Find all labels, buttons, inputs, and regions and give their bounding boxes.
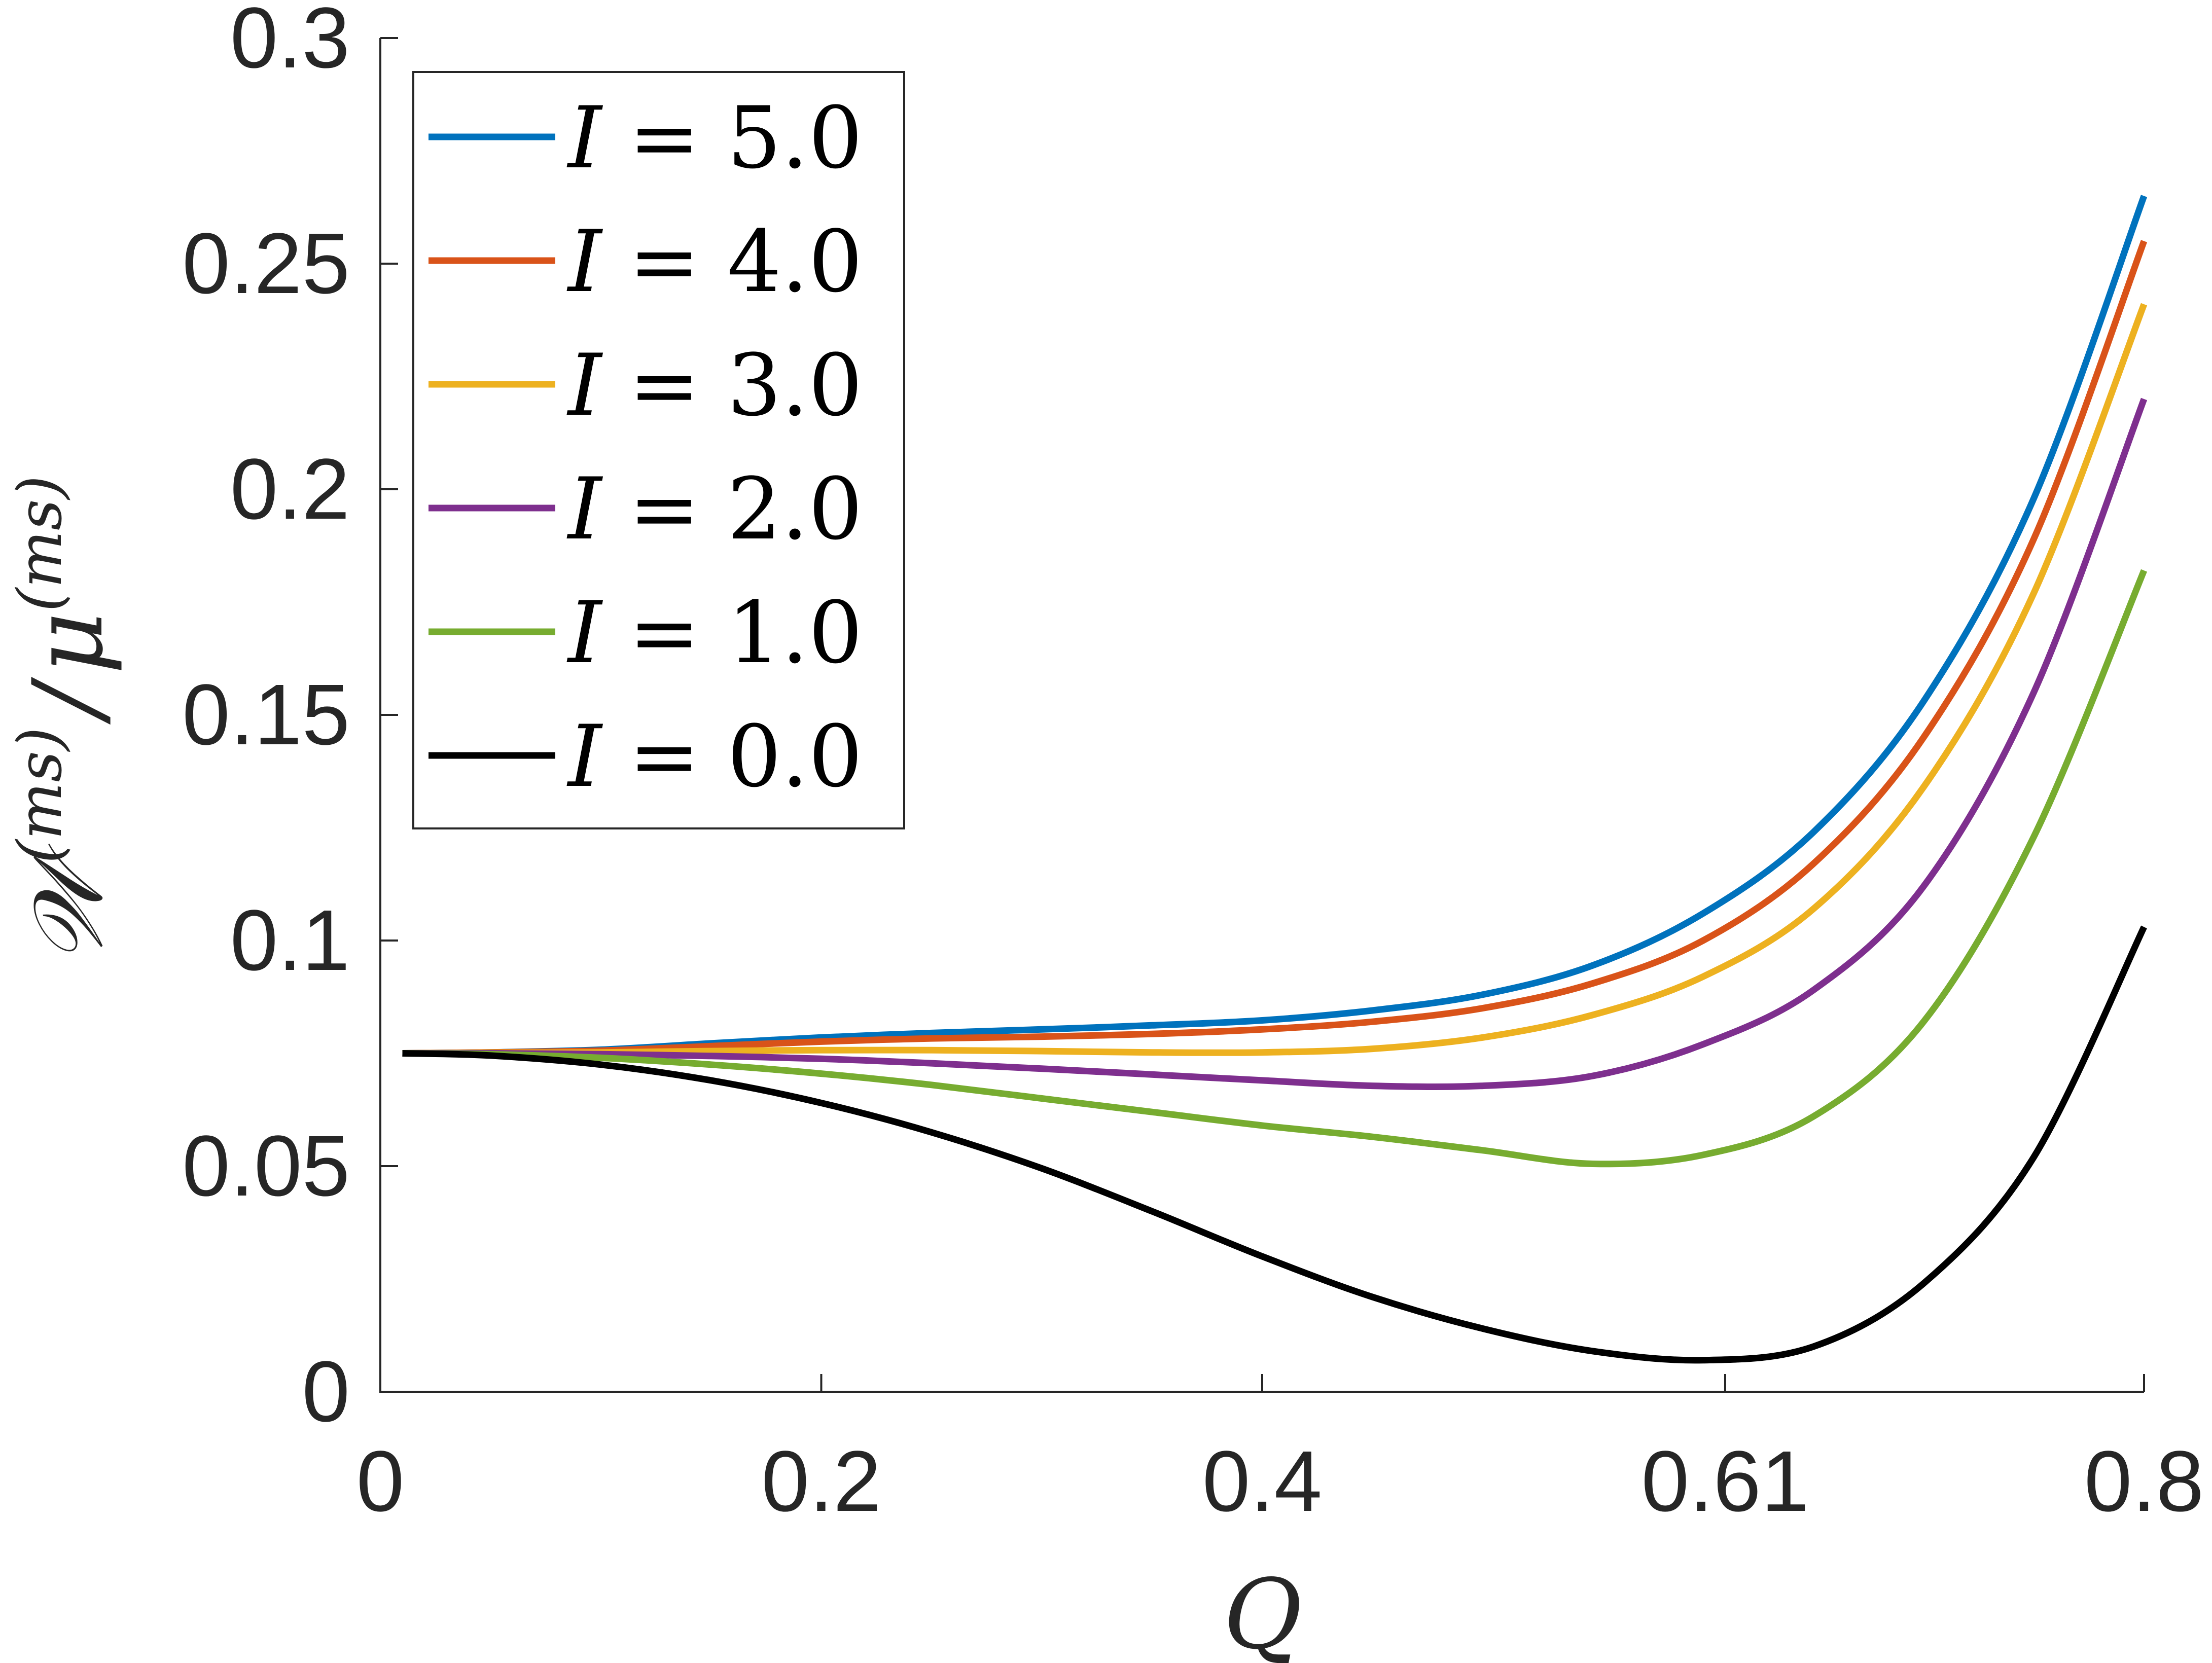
svg-text:𝒲(ms)/μ(ms): 𝒲(ms)/μ(ms) (5, 476, 124, 965)
y-axis-title: 𝒲(ms)/μ(ms) (5, 476, 124, 965)
series-line-1 (402, 240, 2148, 1057)
series-line-5 (402, 925, 2147, 1364)
y-tick-label: 0.05 (182, 1118, 350, 1214)
x-tick-label: 0.4 (1202, 1433, 1322, 1530)
legend-label-5: I = 0.0 (566, 707, 863, 806)
legend-label-0: I = 5.0 (566, 88, 863, 188)
x-tick-label: 0.61 (1642, 1433, 1809, 1530)
legend-label-2: I = 3.0 (566, 336, 863, 435)
legend-label-3: I = 2.0 (566, 459, 863, 559)
legend-label-4: I = 1.0 (566, 583, 863, 682)
series-line-3 (402, 397, 2148, 1091)
y-axis-title-mu-sup: (ms) (5, 476, 76, 612)
y-tick-label: 0.3 (230, 0, 350, 86)
legend-items: I = 5.0 I = 4.0 I = 3.0 I = 2.0 I = 1.0 I = 0… (429, 88, 863, 806)
x-tick-label: 0.2 (761, 1433, 881, 1530)
y-tick-label: 0.15 (182, 667, 350, 763)
y-tick-label: 0 (302, 1344, 350, 1440)
legend: I = 5.0 I = 4.0 I = 3.0 I = 2.0 I = 1.0 I = 0… (412, 71, 905, 829)
x-ticks: 0 0.2 0.4 0.61 0.8 (356, 1374, 2204, 1530)
plot-area: 0 0.05 0.1 0.15 0.2 0.25 0.3 0 0.2 0.4 0.61 0.8 (182, 0, 2204, 1530)
y-axis-title-w-sup: (ms) (5, 727, 76, 863)
x-axis-title: Q (1223, 1559, 1302, 1663)
y-tick-label: 0.2 (230, 441, 350, 537)
y-tick-label: 0.1 (230, 892, 350, 989)
series-line-4 (402, 569, 2148, 1168)
series-lines (402, 195, 2148, 1364)
y-axis-title-slash: / (12, 676, 124, 725)
legend-label-1: I = 4.0 (566, 212, 863, 311)
y-ticks: 0 0.05 0.1 0.15 0.2 0.25 0.3 (182, 0, 398, 1440)
legend-box (412, 71, 905, 829)
x-tick-label: 0 (356, 1433, 405, 1530)
series-line-2 (402, 303, 2148, 1057)
y-tick-label: 0.25 (182, 215, 350, 312)
x-tick-label: 0.8 (2084, 1433, 2204, 1530)
y-axis-title-mu: μ (12, 612, 124, 674)
